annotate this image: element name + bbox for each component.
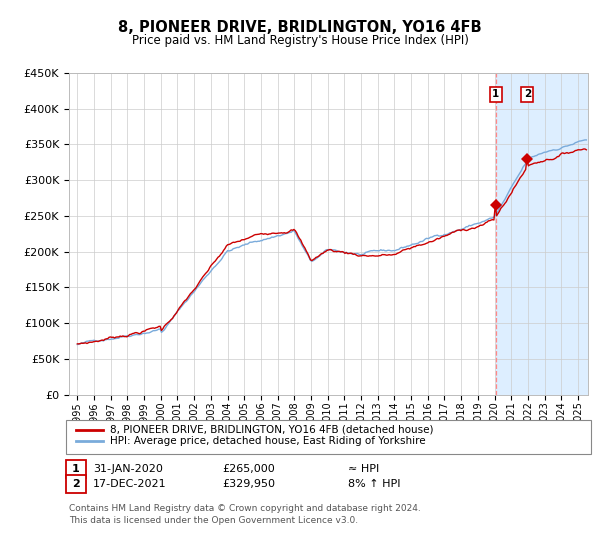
Text: 1: 1 bbox=[492, 89, 500, 99]
Text: 2: 2 bbox=[72, 479, 80, 489]
Text: Contains HM Land Registry data © Crown copyright and database right 2024.
This d: Contains HM Land Registry data © Crown c… bbox=[69, 504, 421, 525]
Text: HPI: Average price, detached house, East Riding of Yorkshire: HPI: Average price, detached house, East… bbox=[110, 436, 426, 446]
Text: 2: 2 bbox=[524, 89, 531, 99]
Text: Price paid vs. HM Land Registry's House Price Index (HPI): Price paid vs. HM Land Registry's House … bbox=[131, 34, 469, 46]
Bar bbox=[496, 73, 588, 395]
Text: 31-JAN-2020: 31-JAN-2020 bbox=[93, 464, 163, 474]
Text: 1: 1 bbox=[72, 464, 80, 474]
Text: £329,950: £329,950 bbox=[222, 479, 275, 489]
Text: 17-DEC-2021: 17-DEC-2021 bbox=[93, 479, 167, 489]
Text: 8% ↑ HPI: 8% ↑ HPI bbox=[348, 479, 401, 489]
Text: ≈ HPI: ≈ HPI bbox=[348, 464, 379, 474]
Text: 8, PIONEER DRIVE, BRIDLINGTON, YO16 4FB: 8, PIONEER DRIVE, BRIDLINGTON, YO16 4FB bbox=[118, 20, 482, 35]
Text: 8, PIONEER DRIVE, BRIDLINGTON, YO16 4FB (detached house): 8, PIONEER DRIVE, BRIDLINGTON, YO16 4FB … bbox=[110, 424, 434, 435]
Text: £265,000: £265,000 bbox=[222, 464, 275, 474]
